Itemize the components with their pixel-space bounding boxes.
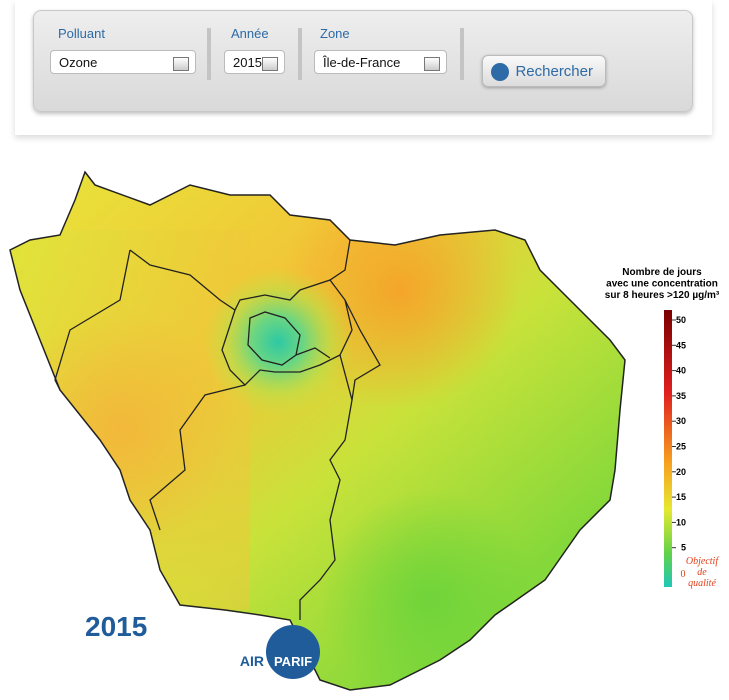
select-value: 2015 (233, 55, 262, 70)
field-label: Polluant (58, 26, 105, 41)
legend-title: avec une concentration (606, 279, 718, 290)
logo-text: AIR (240, 653, 264, 669)
select[interactable]: 2015 (224, 50, 285, 74)
legend-tick-label: 40 (676, 366, 686, 376)
legend-tick-label: 20 (676, 467, 686, 477)
legend-tick-label: 30 (676, 416, 686, 426)
separator (207, 28, 211, 80)
objective-label: qualité (688, 578, 716, 589)
legend-tick-label: 50 (676, 315, 686, 325)
logo-circle (266, 625, 320, 679)
objective-label: de (697, 567, 707, 578)
select-value: Ozone (59, 55, 98, 70)
legend-tick-label: 5 (681, 543, 686, 553)
legend-tick-label: 10 (676, 517, 686, 527)
legend-tick-label: 25 (676, 442, 686, 452)
legend-tick-label: 45 (676, 340, 686, 350)
objective-value: 0 (681, 569, 686, 580)
legend-tick-label: 15 (676, 492, 686, 502)
logo-text: PARIF (274, 654, 312, 669)
button-label: Rechercher (515, 63, 593, 80)
field-label: Zone (320, 26, 350, 41)
legend-tick-label: 35 (676, 391, 686, 401)
color-bar (664, 310, 672, 587)
objective-label: Objectif (686, 556, 719, 567)
search-button[interactable]: Rechercher (482, 55, 606, 87)
legend-title: sur 8 heures >120 µg/m³ (605, 290, 720, 301)
separator (460, 28, 464, 80)
map-year: 2015 (85, 611, 147, 642)
legend-title: Nombre de jours (622, 267, 702, 278)
select[interactable]: Île-de-France (314, 50, 447, 74)
field-label: Année (231, 26, 269, 41)
select-value: Île-de-France (323, 55, 401, 70)
department-borders (54, 239, 381, 620)
select[interactable]: Ozone (50, 50, 196, 74)
separator (298, 28, 302, 80)
